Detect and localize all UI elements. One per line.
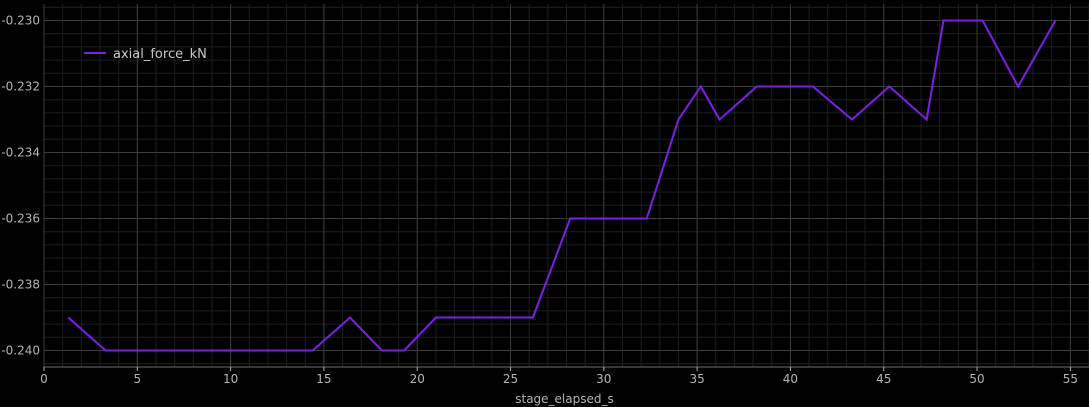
x-tick-label: 0 xyxy=(40,372,48,386)
series-line-axial-force xyxy=(67,19,1057,352)
y-axis-ticks: -0.240 -0.238 -0.236 -0.234 -0.232 -0.230 xyxy=(1,14,40,358)
y-tick-label: -0.236 xyxy=(1,212,40,226)
y-tick-label: -0.240 xyxy=(1,344,40,358)
series-group xyxy=(67,19,1057,352)
x-tick-label: 40 xyxy=(783,372,798,386)
x-tick-label: 50 xyxy=(969,372,984,386)
x-tick-label: 5 xyxy=(133,372,141,386)
x-tick-label: 35 xyxy=(689,372,704,386)
y-tick-label: -0.232 xyxy=(1,80,40,94)
x-tick-label: 25 xyxy=(503,372,518,386)
y-tick-label: -0.234 xyxy=(1,146,40,160)
x-tick-label: 20 xyxy=(410,372,425,386)
x-tick-label: 45 xyxy=(876,372,891,386)
y-tick-label: -0.230 xyxy=(1,14,40,28)
legend-label-axial-force: axial_force_kN xyxy=(113,47,207,62)
legend[interactable]: axial_force_kN xyxy=(84,47,207,62)
y-tick-label: -0.238 xyxy=(1,278,40,292)
x-axis-ticks: 0 5 10 15 20 25 30 35 40 45 50 55 xyxy=(40,367,1078,386)
x-tick-label: 15 xyxy=(316,372,331,386)
x-tick-label: 10 xyxy=(223,372,238,386)
minor-gridlines xyxy=(43,4,1089,367)
x-axis-label: stage_elapsed_s xyxy=(515,392,614,406)
x-tick-label: 55 xyxy=(1063,372,1078,386)
x-tick-label: 30 xyxy=(596,372,611,386)
